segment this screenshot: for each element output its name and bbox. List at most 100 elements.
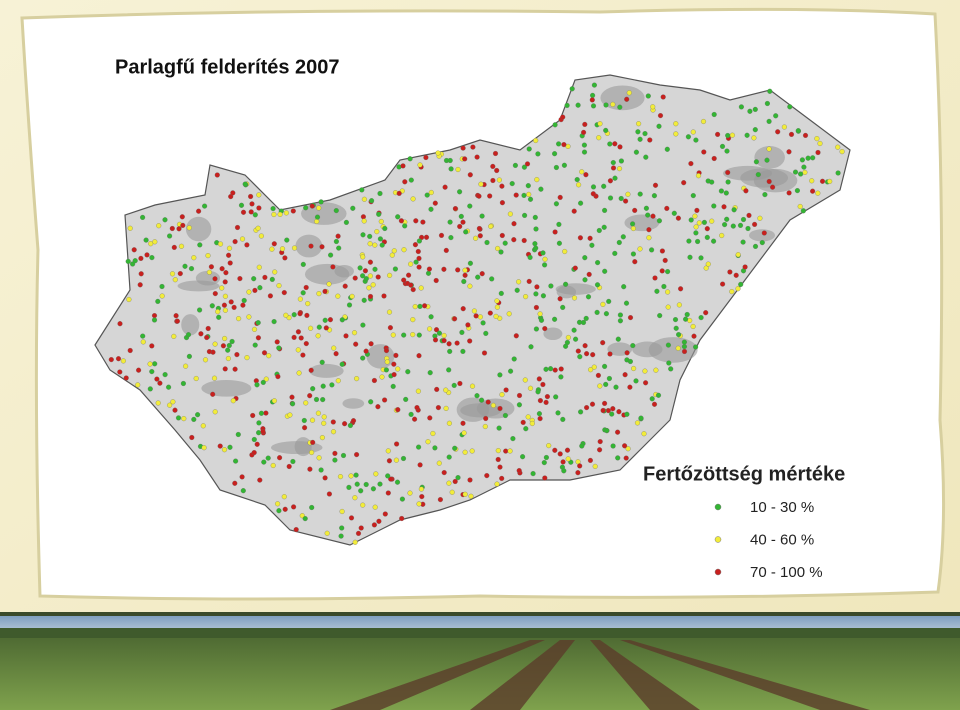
- sample-point: [248, 209, 254, 215]
- sample-point: [151, 317, 158, 323]
- sample-point: [198, 331, 204, 337]
- sample-point: [328, 252, 334, 258]
- sample-point: [482, 423, 488, 430]
- sample-point: [460, 306, 466, 312]
- sample-point: [316, 205, 322, 211]
- sample-point: [498, 290, 504, 296]
- sample-point: [343, 333, 349, 339]
- sample-point: [537, 398, 543, 404]
- sample-point: [221, 447, 228, 453]
- sample-point: [524, 161, 531, 167]
- sample-point: [513, 192, 519, 198]
- sample-point: [703, 265, 709, 271]
- sample-point: [508, 368, 514, 374]
- sample-point: [202, 357, 209, 363]
- sample-point: [463, 229, 469, 235]
- legend: 10 - 30 % 40 - 60 % 70 - 100 %: [714, 499, 823, 581]
- sample-point: [269, 276, 275, 282]
- sample-point: [563, 281, 569, 287]
- sample-point: [711, 238, 717, 244]
- sample-point: [244, 355, 250, 361]
- relief-patch: [543, 327, 563, 341]
- sample-point: [455, 475, 461, 481]
- sample-point: [217, 241, 224, 247]
- sample-point: [537, 311, 543, 317]
- sample-point: [603, 311, 609, 317]
- sample-point: [558, 366, 564, 372]
- sample-point: [575, 348, 581, 354]
- sample-point: [607, 178, 613, 184]
- sample-point: [600, 407, 606, 414]
- sample-point: [656, 218, 662, 224]
- sample-point: [377, 190, 383, 197]
- sample-point: [332, 450, 338, 456]
- sample-point: [720, 281, 726, 287]
- sample-point: [617, 144, 623, 150]
- sample-point: [557, 451, 563, 457]
- sample-point: [447, 157, 453, 164]
- sample-point: [573, 336, 579, 342]
- sample-point: [337, 474, 344, 480]
- sample-point: [415, 388, 421, 394]
- sample-point: [740, 239, 746, 245]
- sample-point: [681, 339, 687, 345]
- sample-point: [436, 460, 442, 466]
- sample-point: [179, 214, 185, 220]
- sample-point: [257, 285, 263, 291]
- sample-point: [426, 266, 432, 272]
- sample-point: [527, 254, 533, 260]
- sample-point: [590, 103, 597, 109]
- sample-point: [562, 248, 568, 255]
- sample-point: [222, 335, 228, 342]
- sample-point: [283, 312, 289, 318]
- sample-point: [316, 455, 322, 461]
- sample-point: [436, 330, 442, 336]
- sample-point: [581, 142, 587, 148]
- sample-point: [696, 220, 702, 226]
- sample-point: [521, 164, 527, 170]
- sample-point: [255, 320, 261, 326]
- sample-point: [695, 238, 701, 245]
- relief-patch: [177, 280, 220, 292]
- sample-point: [627, 358, 633, 365]
- sample-point: [149, 343, 155, 349]
- sample-point: [226, 245, 233, 251]
- sample-point: [516, 402, 522, 408]
- sample-point: [339, 317, 345, 323]
- sample-point: [561, 468, 567, 474]
- sample-point: [170, 399, 176, 405]
- sample-point: [212, 409, 218, 415]
- sample-point: [602, 400, 608, 406]
- sample-point: [319, 359, 325, 365]
- sample-point: [477, 233, 483, 239]
- sample-point: [242, 181, 248, 187]
- sample-point: [428, 189, 434, 196]
- sample-point: [219, 266, 225, 272]
- sample-point: [437, 497, 443, 503]
- sample-point: [269, 246, 275, 252]
- sample-point: [462, 267, 468, 273]
- sample-point: [375, 274, 381, 280]
- sample-point: [206, 269, 212, 275]
- sample-point: [370, 282, 376, 288]
- sample-point: [745, 225, 751, 232]
- sample-point: [666, 360, 672, 366]
- legend-swatch: [714, 503, 722, 511]
- sample-point: [733, 272, 739, 278]
- relief-patch: [185, 216, 212, 242]
- sample-point: [483, 415, 489, 422]
- sample-point: [781, 124, 787, 130]
- sample-point: [352, 275, 358, 281]
- sample-point: [462, 449, 468, 455]
- sample-point: [383, 367, 389, 373]
- sample-point: [357, 265, 363, 271]
- sample-point: [646, 227, 652, 233]
- sample-point: [701, 149, 707, 155]
- sample-point: [443, 247, 449, 253]
- sample-point: [286, 463, 292, 470]
- sample-point: [630, 251, 636, 257]
- sample-point: [469, 383, 476, 389]
- sample-point: [371, 377, 377, 384]
- sample-point: [589, 242, 595, 248]
- sample-point: [383, 348, 390, 354]
